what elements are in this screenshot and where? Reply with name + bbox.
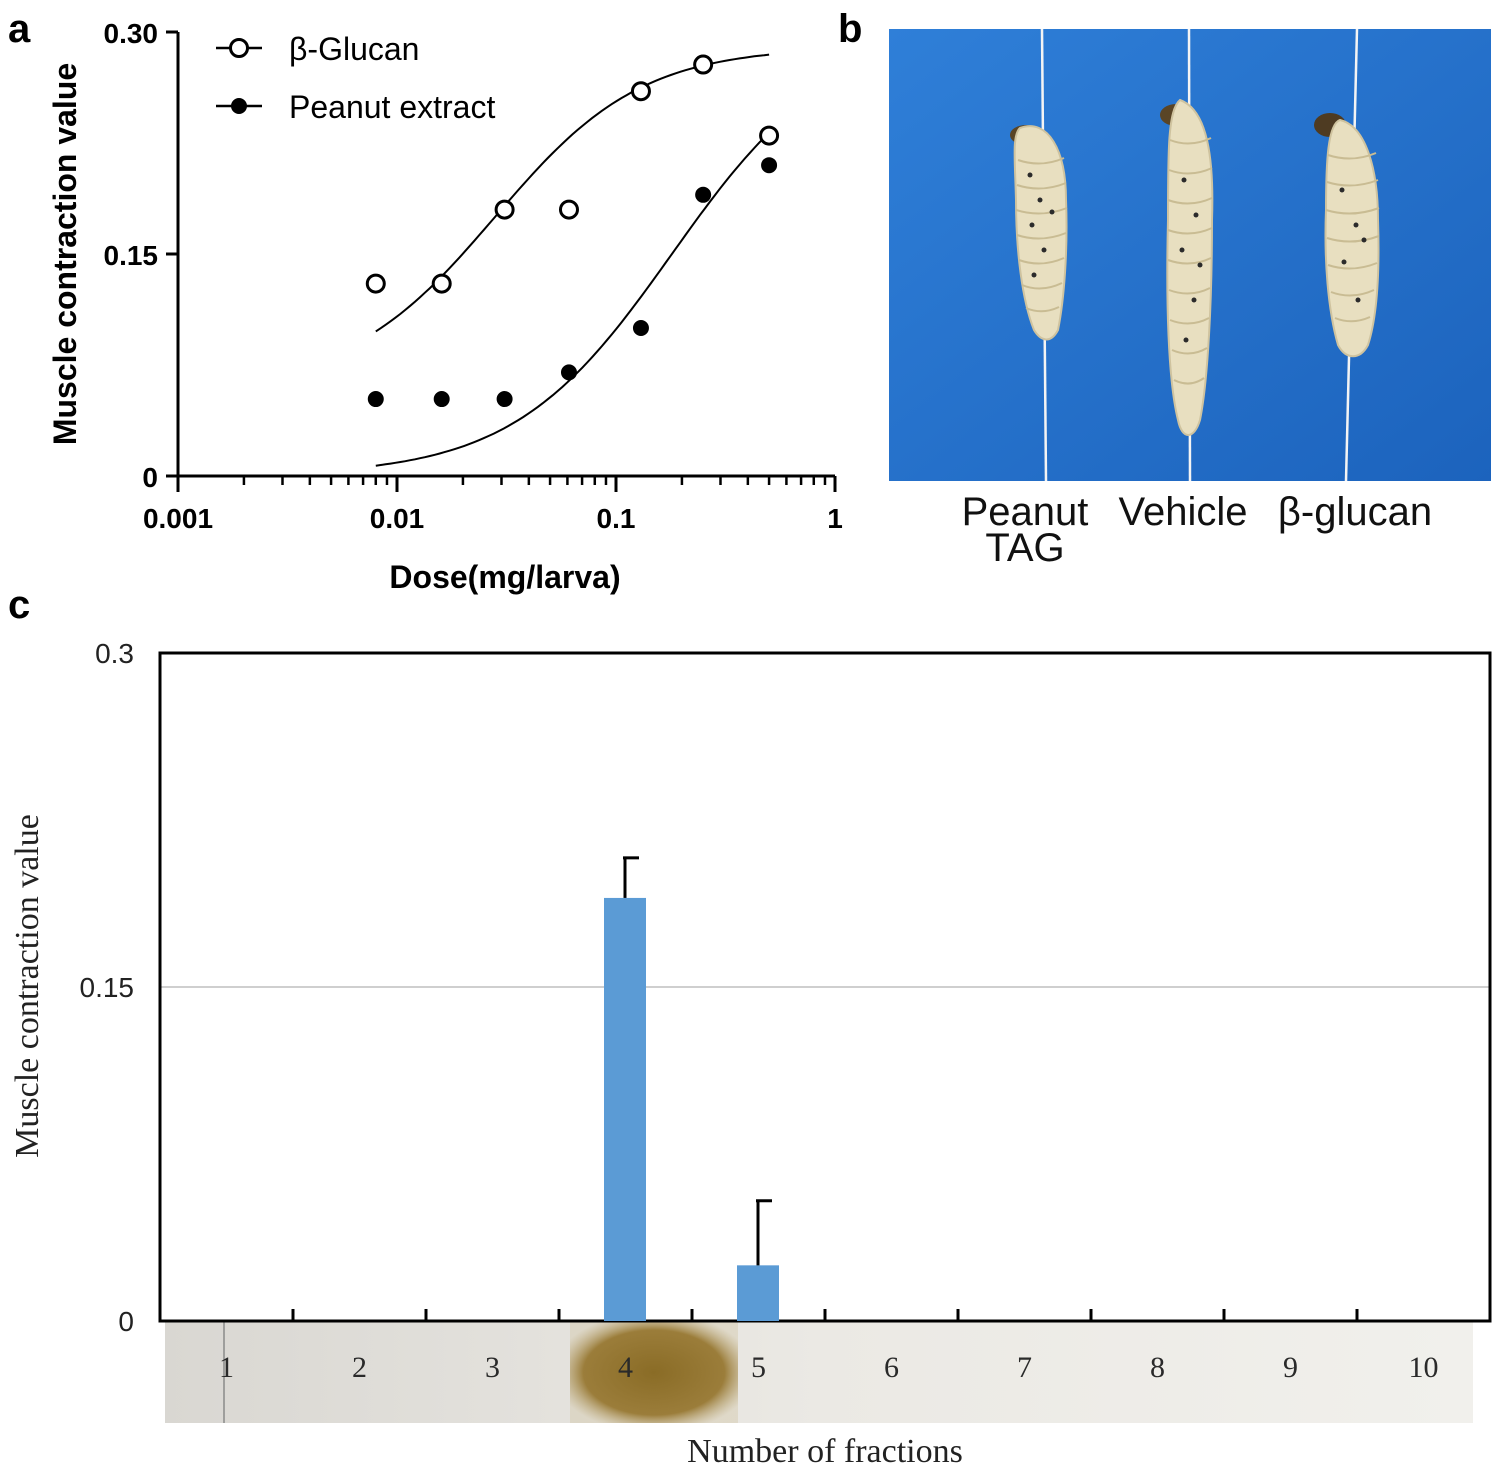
panel-a-chart: 0 0.15 0.30 0.001 0.01 0.1 1 β-Glucan Peanut ex…	[47, 18, 843, 595]
larva-beta-glucan	[1314, 113, 1380, 358]
panel-a-fit-curve-peanut-extract	[375, 131, 770, 467]
panel-a-ticks: 0 0.15 0.30 0.001 0.01 0.1 1	[104, 18, 843, 534]
beta-glucan-point	[558, 199, 579, 220]
panel-c-y-axis-label: Muscle contraction value	[9, 814, 46, 1158]
peanut-extract-point	[695, 186, 712, 203]
photo-label-beta-glucan: β-glucan	[1277, 490, 1433, 534]
panel-a-x-tick-label: 0.001	[143, 503, 213, 534]
fraction-label-1: 1	[219, 1351, 234, 1384]
panel-a-y-tick-label: 0	[142, 462, 158, 493]
panel-a-points	[365, 54, 780, 408]
photo-label-peanut-line1: Peanut	[961, 490, 1089, 534]
panel-a-x-axis-label: Dose(mg/larva)	[389, 559, 620, 595]
fraction-label-3: 3	[485, 1351, 500, 1384]
fraction-label-7: 7	[1017, 1351, 1032, 1384]
fraction-label-2: 2	[352, 1351, 367, 1384]
fraction-label-4: 4	[618, 1351, 633, 1384]
panel-a-x-tick-label: 0.1	[597, 503, 636, 534]
larvae-photo	[889, 28, 1491, 482]
bar-fraction-4	[604, 897, 646, 1321]
fraction-label-6: 6	[884, 1351, 899, 1384]
legend-marker	[229, 38, 249, 58]
peanut-extract-point	[496, 391, 513, 408]
panel-c-category-labels: 1 2 3 4 5 6 7 8 9 10	[219, 1351, 1439, 1384]
fraction-label-5: 5	[751, 1351, 766, 1384]
larva-vehicle	[1160, 98, 1214, 436]
peanut-extract-point	[433, 391, 450, 408]
panel-b-label: b	[838, 7, 862, 51]
panel-a-x-tick-label: 0.01	[370, 503, 425, 534]
bar-fraction-5	[737, 1265, 779, 1321]
panel-c-y-tick-label: 0	[118, 1306, 134, 1337]
panel-a-axes	[176, 32, 835, 478]
peanut-extract-point	[560, 364, 577, 381]
legend-label-peanut-extract: Peanut extract	[289, 89, 495, 125]
panel-c-label: c	[8, 583, 30, 627]
legend-marker	[231, 98, 247, 114]
panel-a-label: a	[8, 7, 31, 51]
peanut-extract-point	[632, 320, 649, 336]
beta-glucan-point	[630, 81, 651, 102]
panel-c-axes: 0 0.15 0.3	[80, 638, 1492, 1337]
beta-glucan-point	[494, 199, 515, 220]
photo-label-peanut-line2: TAG	[985, 526, 1065, 570]
panel-a-legend: β-Glucan Peanut extract	[216, 31, 495, 125]
beta-glucan-point	[365, 273, 386, 294]
legend-label-beta-glucan: β-Glucan	[289, 31, 419, 67]
panel-a-y-tick-label: 0.30	[104, 18, 159, 49]
peanut-extract-point	[761, 157, 778, 174]
panel-c-y-tick-label: 0.15	[80, 972, 135, 1003]
panel-c-chart: 0 0.15 0.3 1 2 3 4 5 6 7 8 9 10 Number of fractions…	[9, 638, 1492, 1470]
panel-a-y-axis-label: Muscle contraction value	[47, 63, 83, 445]
fraction-label-9: 9	[1283, 1351, 1298, 1384]
tlc-band-fraction-4	[570, 1322, 738, 1423]
tlc-strip	[165, 1322, 1473, 1423]
beta-glucan-point	[431, 273, 452, 294]
beta-glucan-point	[759, 125, 780, 146]
larva-peanut-tag	[1010, 125, 1068, 341]
panel-c-y-tick-label: 0.3	[95, 638, 134, 669]
panel-c-x-axis-label: Number of fractions	[687, 1433, 963, 1470]
photo-label-vehicle: Vehicle	[1118, 490, 1248, 534]
photo-label-peanut-tag: Peanut TAG	[940, 492, 1110, 568]
panel-c-bars	[604, 856, 779, 1321]
panel-a-y-tick-label: 0.15	[104, 240, 159, 271]
panel-a-x-tick-label: 1	[827, 503, 843, 534]
fraction-label-10: 10	[1409, 1351, 1439, 1384]
beta-glucan-point	[693, 54, 714, 75]
peanut-extract-point	[367, 391, 384, 408]
fraction-label-8: 8	[1150, 1351, 1165, 1384]
